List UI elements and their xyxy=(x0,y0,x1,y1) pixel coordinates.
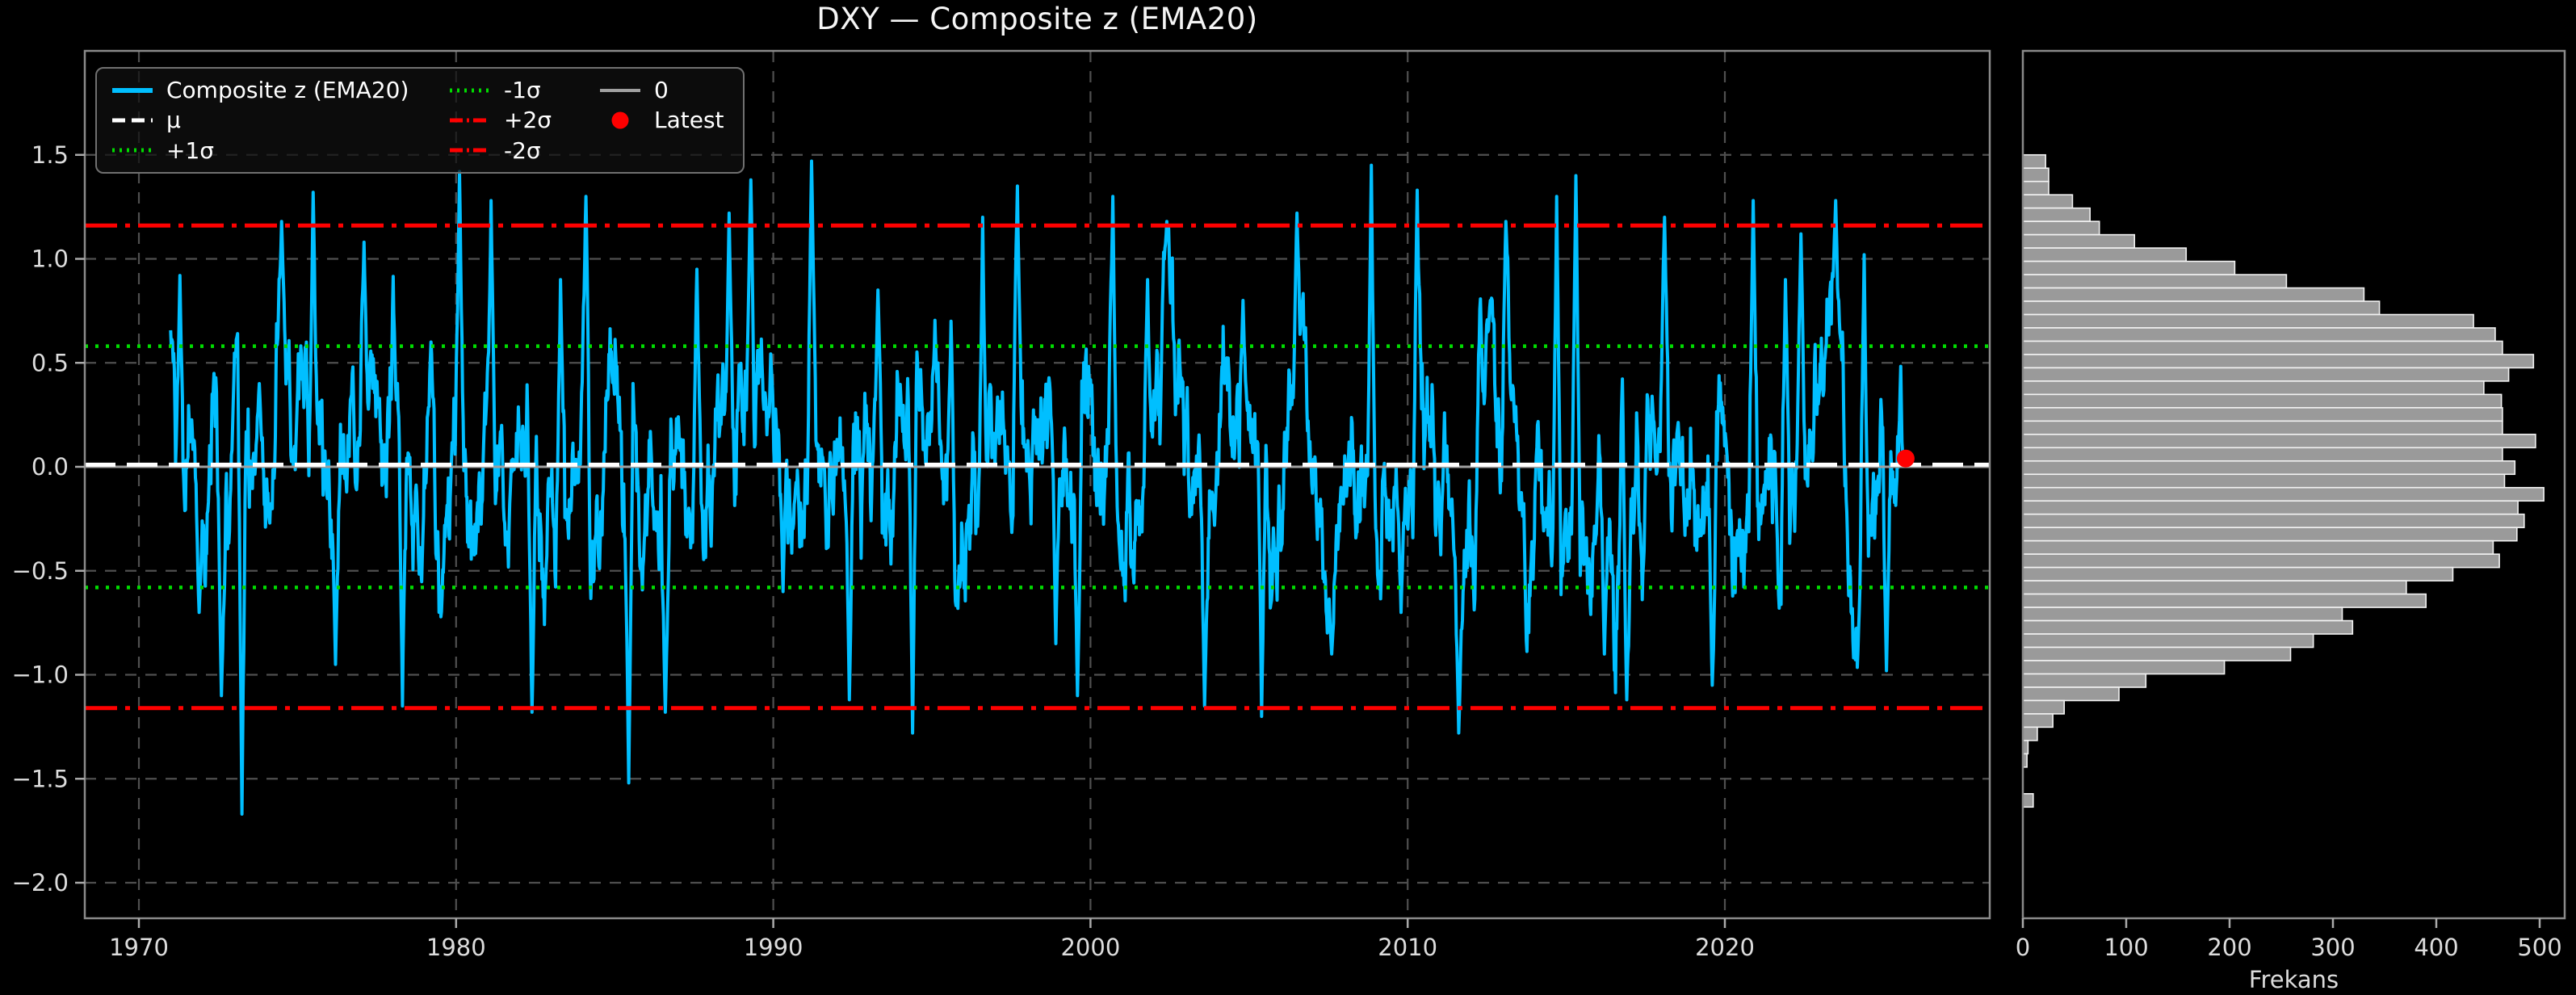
hist-x-tick-label: 0 xyxy=(2016,934,2030,961)
hist-bar xyxy=(2022,593,2427,608)
legend: Composite z (EMA20) μ +1σ -1σ +2σ -2σ 0 Latest xyxy=(95,67,745,174)
x-tick-label: 1980 xyxy=(426,934,486,961)
hist-bar xyxy=(2022,327,2496,342)
hist-bar xyxy=(2022,633,2314,649)
hist-bar xyxy=(2022,646,2292,661)
hist-bar xyxy=(2022,580,2407,595)
hist-x-tick-label: 400 xyxy=(2414,934,2458,961)
hist-bar xyxy=(2022,500,2519,515)
y-tick-label: −1.0 xyxy=(12,661,69,689)
x-tick-label: 2000 xyxy=(1060,934,1120,961)
legend-label: Latest xyxy=(654,107,724,134)
hist-bar xyxy=(2022,247,2188,262)
hist-bar xyxy=(2022,233,2136,249)
legend-line-sample xyxy=(112,87,153,93)
hist-x-tick-label: 500 xyxy=(2517,934,2561,961)
legend-label: +2σ xyxy=(504,107,552,134)
legend-label: +1σ xyxy=(166,136,215,164)
legend-label: Composite z (EMA20) xyxy=(166,77,409,104)
hist-bar xyxy=(2022,699,2066,715)
hist-bar xyxy=(2022,367,2510,382)
hist-bar xyxy=(2022,686,2120,702)
legend-line-sample xyxy=(450,88,490,93)
hist-bar xyxy=(2022,260,2236,275)
legend-item-compositezema20: Composite z (EMA20) xyxy=(111,77,449,103)
hist-bar xyxy=(2022,607,2343,622)
y-tick-label: 1.5 xyxy=(31,141,69,169)
hist-bar xyxy=(2022,153,2046,170)
hist-bar xyxy=(2022,407,2503,422)
hist-x-tick-label: 200 xyxy=(2207,934,2251,961)
hist-bar xyxy=(2022,539,2494,555)
main-axes-spine xyxy=(83,49,1991,920)
legend-item-latest: Latest xyxy=(599,107,728,133)
x-tick-label: 2020 xyxy=(1695,934,1755,961)
y-tick-label: 0.5 xyxy=(31,349,69,376)
hist-bar xyxy=(2022,180,2049,195)
hist-bar xyxy=(2022,420,2503,435)
hist-bar xyxy=(2022,447,2503,462)
latest-dot-sample xyxy=(611,111,629,129)
latest-dot xyxy=(1896,449,1915,468)
hist-bar xyxy=(2022,274,2288,289)
hist-bar xyxy=(2022,473,2506,489)
y-tick-label: 1.0 xyxy=(31,246,69,273)
hist-bar xyxy=(2022,194,2074,209)
hist-bar xyxy=(2022,207,2091,222)
y-tick-label: −1.5 xyxy=(12,765,69,792)
legend-item-+2: +2σ xyxy=(449,107,599,133)
hist-bar xyxy=(2022,527,2518,542)
legend-label: -2σ xyxy=(504,136,541,164)
hist-bar xyxy=(2022,792,2034,808)
legend-dot-sample xyxy=(611,111,629,129)
hist-bar xyxy=(2022,354,2535,369)
hist-bar xyxy=(2022,513,2525,528)
y-tick-label: 0.0 xyxy=(31,453,69,481)
chart-title: DXY — Composite z (EMA20) xyxy=(816,2,1258,36)
hist-bar xyxy=(2022,619,2354,635)
y-tick-label: −2.0 xyxy=(12,869,69,896)
hist-bar xyxy=(2022,726,2038,741)
legend-item-+1: +1σ xyxy=(111,137,449,164)
hist-bar xyxy=(2022,300,2381,316)
hist-x-tick-label: 100 xyxy=(2104,934,2148,961)
legend-line-sample xyxy=(450,148,490,153)
x-tick-label: 1990 xyxy=(744,934,803,961)
hist-axes-spine xyxy=(2021,49,2566,920)
hist-bar xyxy=(2022,566,2454,581)
series-path xyxy=(169,159,1907,816)
hist-x-tick-label: 300 xyxy=(2310,934,2355,961)
legend-line-sample xyxy=(112,148,153,153)
legend-label: 0 xyxy=(654,77,669,104)
hist-bar xyxy=(2022,220,2100,236)
legend-item-: μ xyxy=(111,107,449,133)
x-tick-label: 1970 xyxy=(109,934,169,961)
hist-bar xyxy=(2022,660,2226,675)
hist-bar xyxy=(2022,340,2503,355)
hist-bar xyxy=(2022,553,2500,569)
hist-bar xyxy=(2022,313,2474,329)
legend-line-sample xyxy=(450,118,490,123)
hist-bar xyxy=(2022,460,2516,476)
hist-bar xyxy=(2022,673,2147,688)
hist-bar xyxy=(2022,380,2485,396)
legend-line-sample xyxy=(112,118,153,123)
legend-item--1: -1σ xyxy=(449,77,599,103)
legend-item-0: 0 xyxy=(599,77,728,103)
hist-bar xyxy=(2022,167,2049,183)
y-tick-label: −0.5 xyxy=(12,557,69,585)
legend-line-sample xyxy=(600,88,640,92)
legend-item--2: -2σ xyxy=(449,137,599,164)
hist-bar xyxy=(2022,393,2503,409)
x-tick-label: 2010 xyxy=(1378,934,1437,961)
hist-bar xyxy=(2022,287,2365,302)
hist-xlabel: Frekans xyxy=(2248,966,2339,993)
legend-label: -1σ xyxy=(504,77,541,104)
hist-bar xyxy=(2022,486,2545,502)
legend-label: μ xyxy=(166,107,181,134)
hist-bar xyxy=(2022,434,2536,449)
hist-bar xyxy=(2022,713,2054,728)
